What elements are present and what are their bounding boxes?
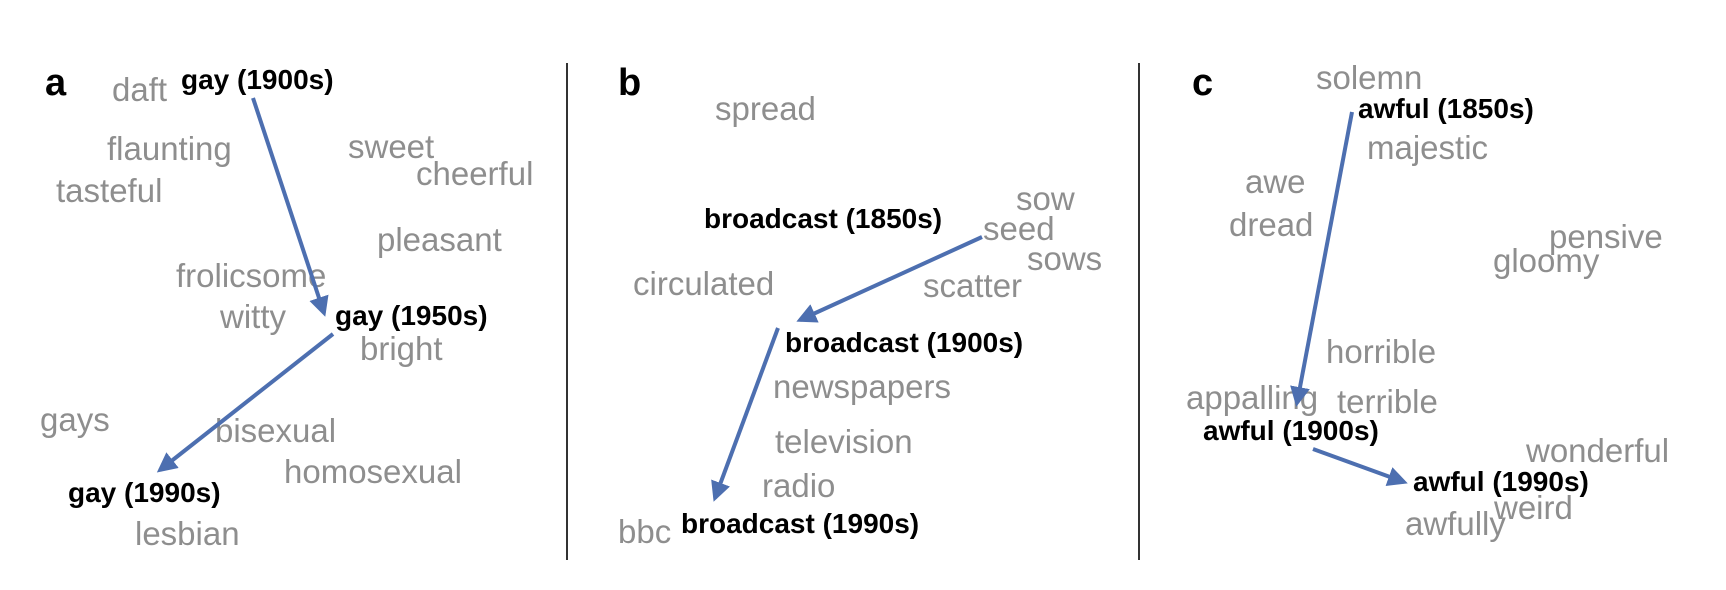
panel-label-b: b bbox=[618, 62, 641, 104]
neighbor-word: lesbian bbox=[135, 515, 240, 552]
panel-label-a: a bbox=[45, 62, 67, 104]
neighbor-word: pleasant bbox=[377, 221, 502, 258]
neighbor-word: sow bbox=[1016, 180, 1075, 217]
panel-b: b spread sow seed sows circulated scatte… bbox=[618, 62, 1102, 550]
neighbor-word: gays bbox=[40, 401, 110, 438]
neighbor-word: wonderful bbox=[1525, 432, 1669, 469]
neighbor-word: solemn bbox=[1316, 59, 1422, 96]
neighbor-word: television bbox=[775, 423, 913, 460]
neighbor-word: terrible bbox=[1337, 383, 1438, 420]
neighbor-word: sows bbox=[1027, 240, 1102, 277]
neighbor-word: bright bbox=[360, 330, 443, 367]
shift-arrow bbox=[1290, 111, 1354, 407]
neighbor-word: dread bbox=[1229, 206, 1313, 243]
neighbor-word: spread bbox=[715, 90, 816, 127]
neighbor-word: seed bbox=[983, 210, 1055, 247]
panel-label-c: c bbox=[1192, 62, 1213, 104]
neighbor-word: homosexual bbox=[284, 453, 462, 490]
neighbor-word: frolicsome bbox=[176, 257, 326, 294]
neighbor-word: daft bbox=[112, 71, 167, 108]
neighbor-word: awe bbox=[1245, 163, 1306, 200]
shift-arrow bbox=[156, 332, 335, 473]
target-word: gay (1900s) bbox=[181, 64, 334, 95]
neighbor-word: radio bbox=[762, 467, 835, 504]
panel-a: a daft flaunting tasteful sweet cheerful… bbox=[40, 62, 533, 552]
target-word: awful (1850s) bbox=[1358, 93, 1534, 124]
neighbor-word: newspapers bbox=[773, 368, 951, 405]
neighbor-word: weird bbox=[1493, 489, 1573, 526]
target-word: gay (1950s) bbox=[335, 300, 488, 331]
neighbor-word: gloomy bbox=[1493, 242, 1600, 279]
neighbor-word: tasteful bbox=[56, 172, 162, 209]
neighbor-word: witty bbox=[219, 298, 287, 335]
panel-c: c solemn majestic awe dread pensive gloo… bbox=[1186, 59, 1669, 542]
neighbor-word: pensive bbox=[1549, 218, 1663, 255]
neighbor-word: awfully bbox=[1405, 505, 1506, 542]
target-word: awful (1990s) bbox=[1413, 466, 1589, 497]
target-word: broadcast (1900s) bbox=[785, 327, 1023, 358]
shift-arrow bbox=[1312, 447, 1408, 486]
neighbor-word: majestic bbox=[1367, 129, 1488, 166]
neighbor-word: circulated bbox=[633, 265, 774, 302]
shift-arrow bbox=[251, 97, 329, 317]
neighbor-word: bisexual bbox=[215, 412, 336, 449]
target-word: broadcast (1990s) bbox=[681, 508, 919, 539]
target-word: gay (1990s) bbox=[68, 477, 221, 508]
neighbor-word: bbc bbox=[618, 513, 671, 550]
target-word: awful (1900s) bbox=[1203, 415, 1379, 446]
target-word: broadcast (1850s) bbox=[704, 203, 942, 234]
shift-arrow bbox=[796, 235, 983, 323]
neighbor-word: horrible bbox=[1326, 333, 1436, 370]
neighbor-word: cheerful bbox=[416, 155, 533, 192]
neighbor-word: flaunting bbox=[107, 130, 232, 167]
neighbor-word: scatter bbox=[923, 267, 1022, 304]
shift-arrow bbox=[711, 327, 780, 502]
neighbor-word: sweet bbox=[348, 128, 434, 165]
